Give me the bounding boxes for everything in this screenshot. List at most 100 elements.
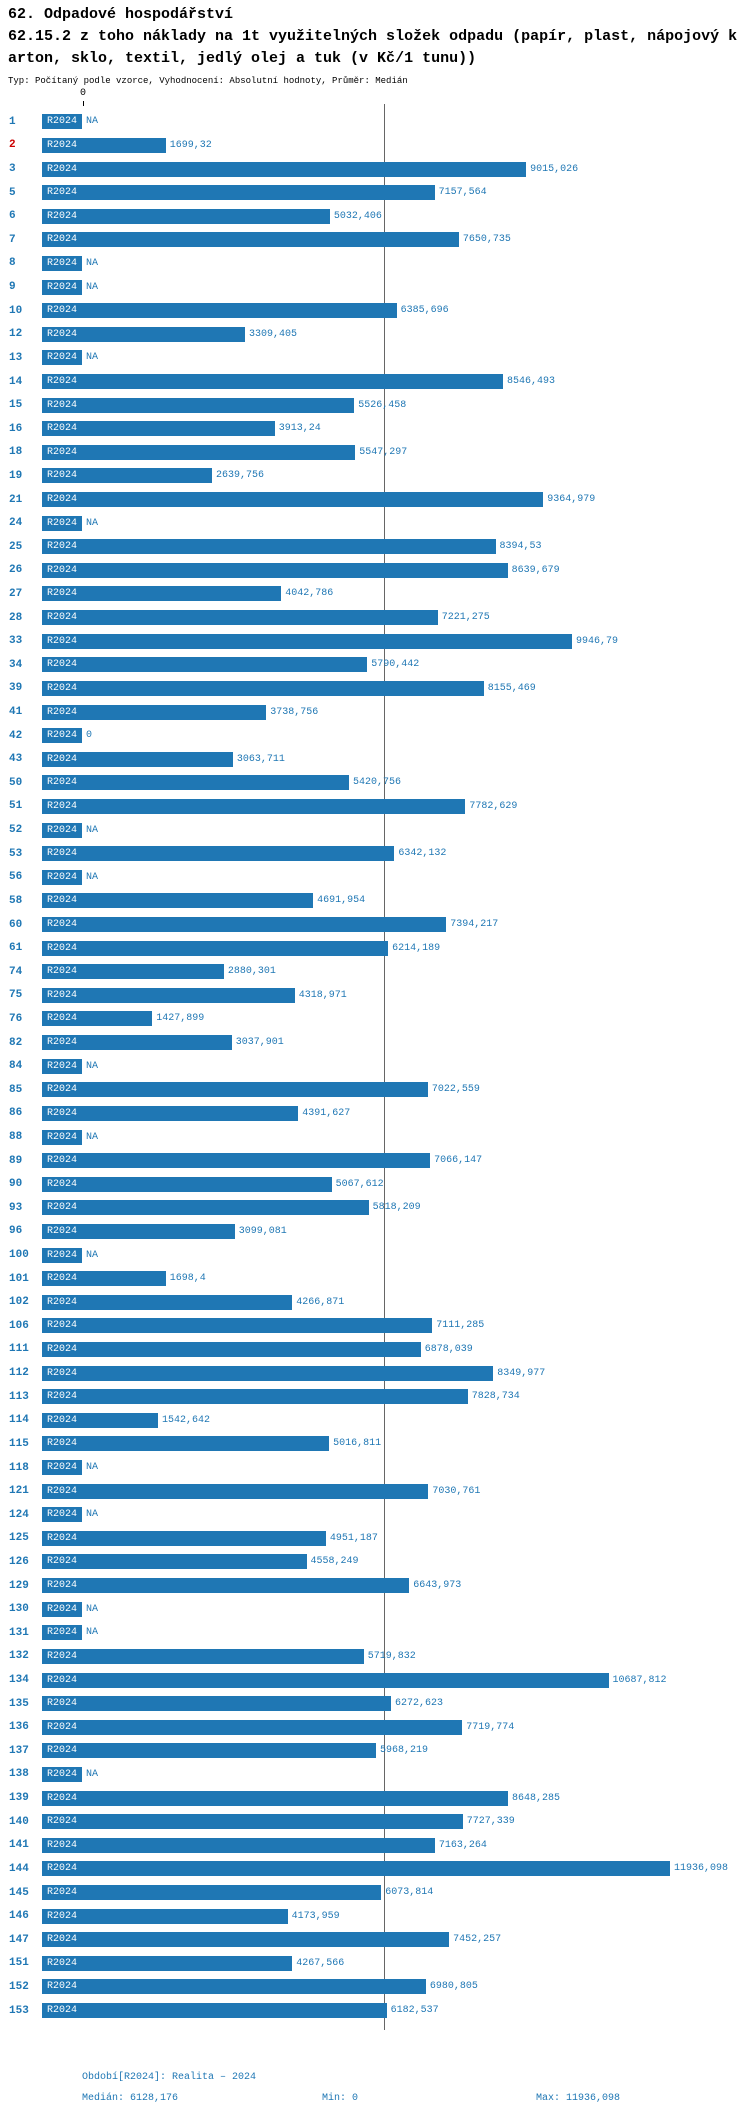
series-chip: R2024	[42, 185, 82, 201]
series-chip: R2024	[42, 822, 82, 838]
series-chip: R2024	[42, 1979, 82, 1995]
bar-track: NA	[82, 1507, 750, 1522]
series-chip: R2024	[42, 1648, 82, 1664]
row-number: 5	[9, 186, 16, 199]
value-label: 5719,832	[367, 1650, 416, 1662]
chart-row: 51 R2024 7782,629	[0, 795, 750, 819]
value-bar	[82, 1365, 494, 1381]
series-chip: R2024	[42, 1412, 82, 1428]
series-chip: R2024	[42, 1035, 82, 1051]
chart-row: 6 R2024 5032,406	[0, 204, 750, 228]
bar-track: 3099,081	[82, 1223, 750, 1239]
bar-track: 7394,217	[82, 917, 750, 933]
series-chip: R2024	[42, 350, 82, 366]
bar-track: 7022,559	[82, 1082, 750, 1098]
value-label: 7221,275	[441, 612, 490, 624]
row-number: 26	[9, 564, 23, 577]
chart-row: 14 R2024 8546,493	[0, 370, 750, 394]
row-number: 10	[9, 304, 23, 317]
chart-row: 153 R2024 6182,537	[0, 1999, 750, 2023]
value-bar	[82, 1885, 382, 1900]
bar-track: 3063,711	[82, 751, 750, 767]
bar-track: 3309,405	[82, 326, 750, 342]
bar-track: 7030,761	[82, 1483, 750, 1499]
chart-row: 85 R2024 7022,559	[0, 1078, 750, 1102]
series-chip: R2024	[42, 1908, 82, 1924]
series-chip: R2024	[42, 515, 82, 531]
series-chip: R2024	[42, 421, 82, 437]
chart-row: 125 R2024 4951,187	[0, 1527, 750, 1551]
value-bar	[82, 185, 435, 201]
value-bar	[82, 1082, 428, 1098]
value-label: 4266,871	[296, 1296, 345, 1308]
row-number: 89	[9, 1154, 23, 1167]
bar-track: NA	[82, 1059, 750, 1074]
bar-track: 3738,756	[82, 704, 750, 720]
value-bar	[82, 917, 447, 933]
value-label: 7828,734	[471, 1391, 520, 1403]
row-number: 13	[9, 351, 23, 364]
chart-row: 24 R2024 NA	[0, 511, 750, 535]
bar-chart: 1 R2024 NA 2 R2024 1699,32 3 R2024 9015,026 5 R202…	[0, 104, 750, 2030]
value-label: 7030,761	[432, 1485, 481, 1497]
row-number: 75	[9, 989, 23, 1002]
bar-track: NA	[82, 1130, 750, 1145]
chart-row: 60 R2024 7394,217	[0, 913, 750, 937]
value-bar	[82, 1861, 670, 1877]
row-number: 113	[9, 1390, 29, 1403]
value-bar	[82, 846, 395, 862]
value-bar	[82, 940, 389, 956]
chart-row: 102 R2024 4266,871	[0, 1290, 750, 1314]
bar-track: 7163,264	[82, 1837, 750, 1853]
series-chip: R2024	[42, 1011, 82, 1027]
bar-track: NA	[82, 1767, 750, 1782]
series-chip: R2024	[42, 208, 82, 224]
series-chip: R2024	[42, 586, 82, 602]
row-number: 139	[9, 1792, 29, 1805]
bar-track: 1699,32	[82, 137, 750, 153]
bar-track: 8394,53	[82, 539, 750, 555]
value-bar	[82, 326, 245, 342]
bar-track: 6182,537	[82, 2003, 750, 2019]
value-bar	[82, 987, 295, 1003]
report-subtitle-line1: 62.15.2 z toho náklady na 1t využitelnýc…	[8, 28, 738, 45]
series-chip: R2024	[42, 1105, 82, 1121]
bar-track: 6643,973	[82, 1578, 750, 1594]
bar-track: 2880,301	[82, 964, 750, 980]
series-chip: R2024	[42, 303, 82, 319]
row-number: 121	[9, 1485, 29, 1498]
chart-row: 43 R2024 3063,711	[0, 747, 750, 771]
value-label: 6385,696	[400, 305, 449, 317]
value-bar	[82, 1578, 410, 1594]
value-label: NA	[86, 871, 99, 883]
series-chip: R2024	[42, 1389, 82, 1405]
footer-stats: Medián: 6128,176 Min: 0 Max: 11936,098	[0, 2093, 750, 2107]
value-label: NA	[86, 1603, 99, 1615]
chart-row: 88 R2024 NA	[0, 1125, 750, 1149]
row-number: 125	[9, 1532, 29, 1545]
chart-row: 3 R2024 9015,026	[0, 157, 750, 181]
chart-row: 90 R2024 5067,612	[0, 1172, 750, 1196]
row-number: 7	[9, 233, 16, 246]
chart-row: 140 R2024 7727,339	[0, 1810, 750, 1834]
chart-row: 13 R2024 NA	[0, 346, 750, 370]
value-label: 7727,339	[466, 1816, 515, 1828]
value-label: 5420,756	[353, 777, 402, 789]
bar-track: 5968,219	[82, 1743, 750, 1759]
bar-track: 9946,79	[82, 633, 750, 649]
bar-track: 9015,026	[82, 161, 750, 177]
value-bar	[82, 1223, 235, 1239]
chart-row: 101 R2024 1698,4	[0, 1267, 750, 1291]
value-bar	[82, 374, 503, 389]
row-number: 27	[9, 587, 23, 600]
value-label: 5067,612	[335, 1178, 384, 1190]
chart-row: 152 R2024 6980,805	[0, 1975, 750, 1999]
value-label: NA	[86, 1131, 99, 1143]
bar-track: 7157,564	[82, 185, 750, 201]
report-meta: Typ: Počítaný podle vzorce, Vyhodnocení:…	[8, 76, 408, 86]
value-bar	[82, 1932, 450, 1948]
row-number: 86	[9, 1107, 23, 1120]
row-number: 19	[9, 469, 23, 482]
value-bar	[82, 1436, 330, 1452]
value-label: 6073,814	[385, 1887, 434, 1898]
